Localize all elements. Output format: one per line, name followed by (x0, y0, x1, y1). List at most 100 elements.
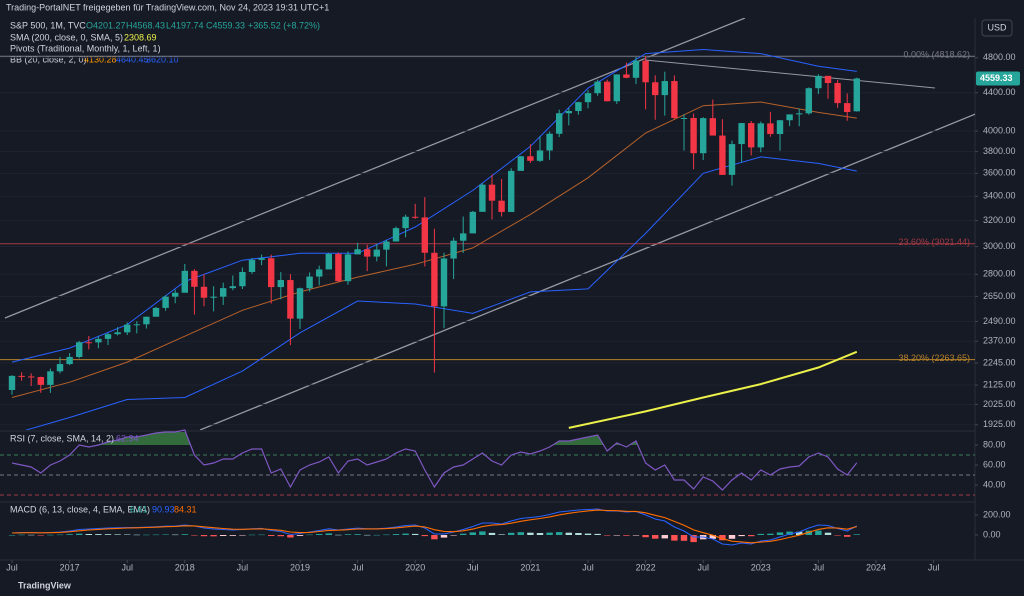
macd-histogram (56, 534, 64, 536)
y-tick-label: 1925.00 (983, 419, 1016, 429)
fib-label: 0.00% (4818.62) (903, 50, 970, 60)
macd-histogram (248, 534, 256, 536)
macd-title: MACD (6, 13, close, 4, EMA, EMA) (10, 504, 150, 514)
y-tick-label: 2245.00 (983, 357, 1016, 367)
candle-body (229, 286, 236, 289)
y-tick-label: 2650.00 (983, 291, 1016, 301)
ohlc-high: H4568.43 (126, 20, 165, 30)
x-tick-label: Jul (928, 562, 940, 572)
macd-histogram (796, 531, 803, 535)
candle-body (498, 200, 505, 212)
x-tick-label: 2023 (751, 562, 771, 572)
macd-histogram (364, 534, 371, 536)
macd-histogram (508, 532, 515, 535)
candle-body (152, 307, 160, 317)
y-tick-label: 60.00 (983, 459, 1006, 469)
y-tick-label: 3400.00 (983, 191, 1016, 201)
candle-body (834, 83, 841, 104)
candle-body (488, 184, 496, 201)
macd-histogram (450, 535, 457, 536)
currency[interactable]: USD (987, 22, 1007, 32)
macd-histogram (786, 531, 793, 535)
macd-histogram (402, 533, 409, 535)
candle-body (191, 270, 198, 287)
macd-histogram (546, 532, 553, 535)
macd-histogram (373, 534, 380, 536)
y-tick-label: 0.00 (983, 529, 1001, 539)
x-tick-label: Jul (697, 562, 709, 572)
macd-histogram (95, 534, 102, 535)
candle-body (728, 144, 736, 175)
last-price: 4559.33 (980, 73, 1013, 83)
candle-body (37, 377, 44, 385)
macd-histogram (287, 535, 294, 538)
macd-histogram (37, 535, 44, 536)
currency-box[interactable] (981, 19, 1013, 37)
macd-histogram (757, 533, 764, 535)
candle-body (767, 123, 774, 135)
ohlc-close: C4559.33 (206, 20, 245, 30)
candle-body (354, 249, 361, 255)
candle-body (556, 113, 563, 134)
macd-histogram (776, 532, 784, 535)
rsi-value: 62.34 (116, 433, 139, 443)
y-tick-label: 40.00 (983, 479, 1006, 489)
macd-histogram (556, 532, 563, 535)
macd-histogram (191, 535, 198, 536)
candle-body (700, 118, 707, 154)
candle-body (210, 296, 217, 298)
macd-histogram (815, 530, 822, 535)
candle-body (594, 81, 601, 94)
last-price-tag (976, 71, 1020, 86)
x-tick-label: 2019 (290, 562, 310, 572)
candle-body (316, 269, 323, 277)
candle-body (844, 103, 851, 112)
macd-histogram (268, 535, 275, 536)
macd-histogram (527, 532, 534, 535)
candle-body (671, 81, 678, 118)
macd-histogram (652, 535, 659, 539)
x-tick-label: 2017 (60, 562, 80, 572)
x-tick-label: Jul (813, 562, 825, 572)
candle-body (508, 170, 515, 212)
macd-histogram (325, 533, 332, 535)
symbol: S&P 500, 1M, TVC (10, 20, 86, 30)
macd-histogram (258, 534, 265, 536)
ohlc-low: L4197.74 (166, 20, 204, 30)
candle-body (584, 93, 592, 103)
macd-histogram (738, 535, 745, 537)
bb-lower-value: 3620.10 (146, 54, 179, 64)
macd-histogram (632, 535, 640, 536)
macd-histogram (680, 535, 688, 541)
macd-histogram (104, 534, 112, 535)
macd-histogram (690, 535, 697, 543)
candle-body (296, 288, 304, 319)
candle-body (719, 135, 726, 175)
y-tick-label: 3800.00 (983, 146, 1016, 156)
macd-histogram (498, 534, 505, 535)
macd-histogram (431, 535, 438, 540)
pivots-legend: Pivots (Traditional, Monthly, 1, Left, 1… (10, 43, 161, 53)
macd-histogram (383, 534, 390, 536)
candle-body (383, 241, 390, 250)
candle-body (28, 376, 35, 378)
candle-body (76, 342, 83, 357)
macd-histogram (162, 534, 169, 535)
y-tick-label: 2370.00 (983, 336, 1016, 346)
macd-legend-value: 84.31 (174, 504, 197, 514)
macd-histogram (210, 535, 217, 537)
candle-body (143, 316, 150, 325)
macd-histogram (594, 533, 601, 535)
candle-body (632, 60, 640, 78)
candle-body (392, 228, 400, 242)
candle-body (8, 375, 16, 390)
candle-body (680, 117, 688, 119)
x-tick-label: 2021 (520, 562, 540, 572)
candle-body (220, 288, 227, 297)
fib-label: 23.60% (3021.44) (898, 237, 970, 247)
macd-histogram (575, 533, 582, 535)
macd-histogram (834, 535, 841, 536)
candle-body (18, 375, 25, 377)
sma-legend: SMA (200, close, 0, SMA, 5) (10, 32, 123, 42)
